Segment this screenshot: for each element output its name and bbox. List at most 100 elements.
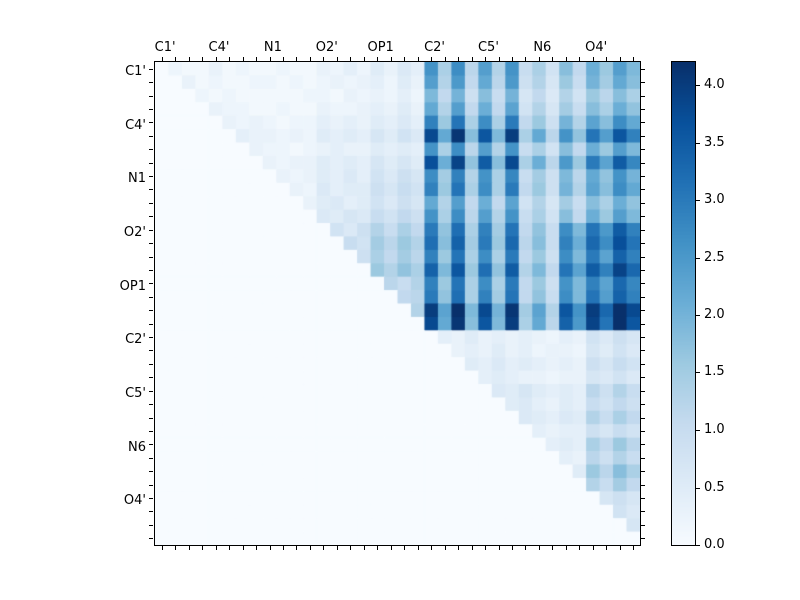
x-axis-label: O4' xyxy=(585,40,608,55)
tick-mark xyxy=(189,57,190,61)
tick-mark xyxy=(641,310,645,311)
x-axis-label: C4' xyxy=(208,40,230,55)
tick-mark xyxy=(404,546,405,550)
tick-mark xyxy=(620,57,621,61)
tick-mark xyxy=(641,216,645,217)
colorbar xyxy=(671,61,696,546)
tick-mark xyxy=(431,57,432,61)
tick-mark xyxy=(149,257,153,258)
tick-mark xyxy=(606,546,607,550)
tick-mark xyxy=(696,85,700,86)
tick-mark xyxy=(641,109,645,110)
tick-mark xyxy=(696,430,700,431)
tick-mark xyxy=(149,471,153,472)
tick-mark xyxy=(323,546,324,550)
tick-mark xyxy=(579,57,580,61)
tick-mark xyxy=(243,57,244,61)
tick-mark xyxy=(485,57,486,61)
tick-mark xyxy=(149,364,153,365)
tick-mark xyxy=(641,377,645,378)
tick-mark xyxy=(149,310,153,311)
colorbar-tick-label: 0.0 xyxy=(704,537,725,552)
tick-mark xyxy=(641,270,645,271)
tick-mark xyxy=(696,200,700,201)
colorbar-tick-label: 0.5 xyxy=(704,480,725,495)
y-axis-label: C4' xyxy=(125,117,146,133)
tick-mark xyxy=(189,546,190,550)
tick-mark xyxy=(310,57,311,61)
y-axis-label: O2' xyxy=(123,225,146,241)
x-axis-label: C2' xyxy=(424,40,446,55)
tick-mark xyxy=(418,57,419,61)
tick-mark xyxy=(512,546,513,550)
tick-mark xyxy=(149,418,153,419)
tick-mark xyxy=(641,404,645,405)
tick-mark xyxy=(431,546,432,550)
tick-mark xyxy=(641,69,645,70)
tick-mark xyxy=(641,364,645,365)
tick-mark xyxy=(641,511,645,512)
tick-mark xyxy=(641,189,645,190)
tick-mark xyxy=(149,270,153,271)
tick-mark xyxy=(472,546,473,550)
tick-mark xyxy=(566,57,567,61)
y-axis-label: N6 xyxy=(128,439,146,455)
tick-mark xyxy=(445,546,446,550)
tick-mark xyxy=(337,57,338,61)
tick-mark xyxy=(149,203,153,204)
tick-mark xyxy=(633,546,634,550)
colorbar-tick-label: 2.0 xyxy=(704,307,725,322)
tick-mark xyxy=(620,546,621,550)
tick-mark xyxy=(149,176,153,177)
tick-mark xyxy=(270,57,271,61)
tick-mark xyxy=(149,149,153,150)
tick-mark xyxy=(149,404,153,405)
colorbar-tick-label: 2.5 xyxy=(704,250,725,265)
tick-mark xyxy=(641,230,645,231)
x-axis-label: N6 xyxy=(533,40,552,55)
tick-mark xyxy=(391,546,392,550)
tick-mark xyxy=(458,546,459,550)
y-axis-label: C2' xyxy=(125,332,146,348)
tick-mark xyxy=(162,546,163,550)
tick-mark xyxy=(641,96,645,97)
tick-mark xyxy=(418,546,419,550)
tick-mark xyxy=(696,258,700,259)
tick-mark xyxy=(606,57,607,61)
tick-mark xyxy=(149,216,153,217)
y-axis-label: C1' xyxy=(125,64,146,80)
tick-mark xyxy=(593,57,594,61)
tick-mark xyxy=(641,431,645,432)
colorbar-canvas xyxy=(672,62,695,545)
tick-mark xyxy=(641,485,645,486)
tick-mark xyxy=(641,418,645,419)
tick-mark xyxy=(149,391,153,392)
colorbar-tick-label: 4.0 xyxy=(704,77,725,92)
tick-mark xyxy=(149,82,153,83)
tick-mark xyxy=(323,57,324,61)
tick-mark xyxy=(229,57,230,61)
tick-mark xyxy=(149,498,153,499)
x-axis-label: C5' xyxy=(477,40,499,55)
tick-mark xyxy=(149,324,153,325)
tick-mark xyxy=(256,57,257,61)
tick-mark xyxy=(310,546,311,550)
tick-mark xyxy=(216,57,217,61)
tick-mark xyxy=(499,546,500,550)
tick-mark xyxy=(641,538,645,539)
tick-mark xyxy=(296,57,297,61)
tick-mark xyxy=(472,57,473,61)
tick-mark xyxy=(229,546,230,550)
tick-mark xyxy=(149,350,153,351)
tick-mark xyxy=(641,136,645,137)
tick-mark xyxy=(552,57,553,61)
tick-mark xyxy=(641,444,645,445)
tick-mark xyxy=(641,525,645,526)
tick-mark xyxy=(641,243,645,244)
tick-mark xyxy=(641,149,645,150)
heatmap-canvas xyxy=(155,62,640,545)
tick-mark xyxy=(149,122,153,123)
tick-mark xyxy=(552,546,553,550)
tick-mark xyxy=(350,546,351,550)
tick-mark xyxy=(566,546,567,550)
